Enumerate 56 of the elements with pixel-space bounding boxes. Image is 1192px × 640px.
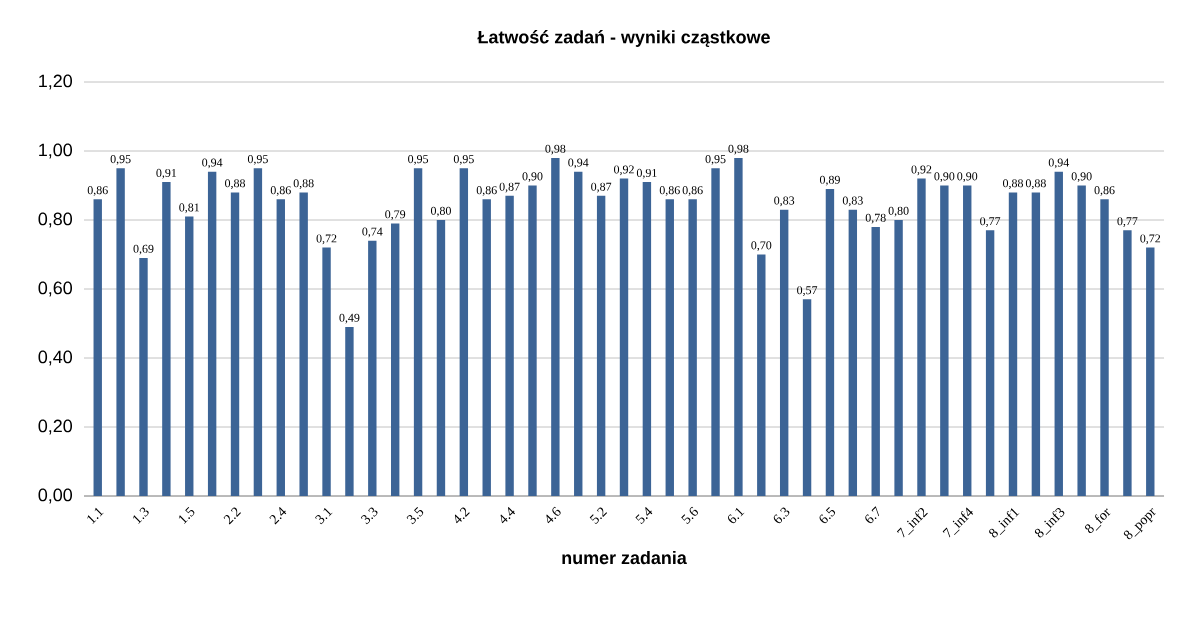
bar <box>116 168 125 496</box>
bar <box>185 216 194 496</box>
y-tick-label: 1,20 <box>39 74 73 90</box>
bar <box>574 171 583 496</box>
bar <box>322 247 331 496</box>
bar <box>711 168 720 496</box>
bar <box>299 192 308 496</box>
bar <box>642 182 652 496</box>
bar <box>230 192 240 496</box>
bar <box>963 185 972 496</box>
bar <box>253 168 263 496</box>
bar <box>825 188 835 496</box>
bar <box>276 199 285 496</box>
x-axis-title: numer zadania <box>562 550 687 565</box>
bar <box>734 157 743 496</box>
bar <box>779 209 789 496</box>
bar <box>93 199 102 496</box>
bar <box>413 168 423 496</box>
bar <box>940 185 949 496</box>
bar <box>871 226 880 496</box>
bar <box>688 199 697 496</box>
bar <box>482 199 491 496</box>
y-tick-label: 0,20 <box>38 419 73 435</box>
bar <box>1008 192 1018 496</box>
bar <box>139 257 148 496</box>
bar <box>1146 247 1155 496</box>
bar <box>459 168 469 496</box>
bar <box>436 220 446 496</box>
bar <box>1054 171 1063 496</box>
bar <box>1077 185 1086 496</box>
bar <box>1100 199 1109 496</box>
bar <box>1123 230 1132 496</box>
bar <box>985 230 995 496</box>
bar <box>551 157 560 496</box>
bar <box>505 195 514 496</box>
bar <box>802 299 812 496</box>
y-tick-label: 0,80 <box>38 212 73 228</box>
bar <box>162 182 171 496</box>
chart-title: Łatwość zadań - wyniki cząstkowe <box>477 30 770 47</box>
bar <box>368 240 377 496</box>
bar <box>1031 192 1041 496</box>
bar <box>596 195 606 496</box>
bar <box>390 223 400 496</box>
bar <box>917 178 926 496</box>
y-tick-label: 0,40 <box>38 350 73 366</box>
bar <box>207 171 217 496</box>
bar <box>665 199 674 496</box>
bar <box>528 185 537 496</box>
bar <box>619 178 629 496</box>
y-tick-label: 0,60 <box>38 281 73 297</box>
bar <box>757 254 766 496</box>
y-tick-label: 1,00 <box>39 143 73 159</box>
y-tick-label: 0,00 <box>38 488 73 504</box>
bar <box>848 209 858 496</box>
bar <box>894 220 903 496</box>
bar <box>345 326 354 496</box>
